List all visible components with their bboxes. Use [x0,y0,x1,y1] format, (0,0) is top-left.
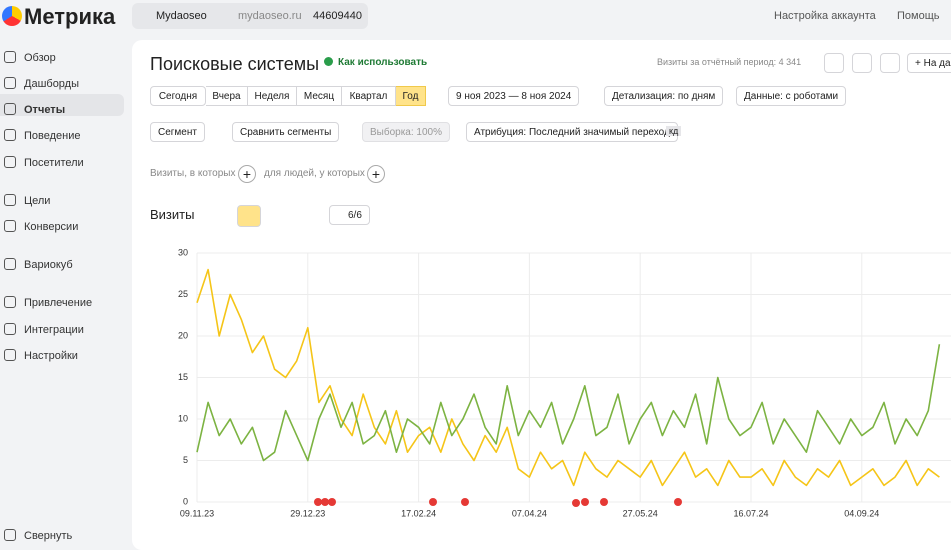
detail-select[interactable]: Детализация: по дням [604,86,724,106]
active-item-bg [0,94,124,116]
filter-people: для людей, у которых [264,168,365,179]
period-button[interactable]: Неделя [248,86,297,106]
period-button[interactable]: Месяц [297,86,342,106]
sidebar-item[interactable]: Обзор [24,52,56,64]
sidebar-icon [4,296,16,308]
sidebar-item[interactable]: Поведение [24,130,81,142]
x-tick-label: 27.05.24 [623,508,658,518]
sidebar-icon [4,156,16,168]
assistant-button[interactable] [880,53,900,73]
account-settings[interactable]: Настройка аккаунта [774,10,876,22]
sidebar-icon [4,194,16,206]
logo[interactable]: Метрика [24,4,116,29]
date-range[interactable]: 9 ноя 2023 — 8 ноя 2024 [448,86,580,106]
sidebar-item[interactable]: Цели [24,195,51,207]
chart-line-button[interactable] [237,205,261,227]
sidebar-item[interactable]: Посетители [24,157,84,169]
y-tick-label: 5 [183,455,188,465]
series-count[interactable]: 6/6 [329,205,370,225]
data-select[interactable]: Данные: с роботами [736,86,847,106]
y-tick-label: 15 [178,372,188,382]
period-button[interactable]: Вчера [206,86,248,106]
y-tick-label: 25 [178,289,188,299]
sidebar-icon [4,77,16,89]
filter-visits: Визиты, в которых [150,168,236,179]
help[interactable]: Помощь [897,10,940,22]
logo-icon [2,6,22,26]
site-name[interactable]: Mydaoseo [156,10,207,22]
sidebar-item[interactable]: Настройки [24,350,78,362]
x-tick-label: 04.09.24 [844,508,879,518]
sample-select: Выборка: 100% [362,122,450,142]
sidebar-item[interactable]: Привлечение [24,297,93,309]
sidebar-icon [4,129,16,141]
period-button[interactable]: Сегодня [150,86,206,106]
series-line [196,344,941,462]
how-icon [324,57,333,66]
visits-total: Визиты за отчётный период: 4 341 [657,57,802,67]
period-button[interactable]: Год [396,86,426,106]
add-filter[interactable]: + [367,165,385,183]
x-tick-label: 29.12.23 [290,508,325,518]
y-tick-label: 30 [178,247,188,257]
y-tick-label: 20 [178,330,188,340]
counter-switcher[interactable] [132,3,368,29]
segment-button[interactable]: Сегмент [150,122,205,142]
chart: 0 5 10 15 20 25 30 09.11.23 29.12.23 17.02.24 07.0… [178,247,951,518]
sidebar-icon [4,349,16,361]
y-tick-label: 0 [183,496,188,506]
x-tick-label: 09.11.23 [180,508,214,518]
compare-button[interactable]: Сравнить сегменты [232,122,340,142]
period-button[interactable]: Квартал [342,86,396,106]
add-dashboard[interactable]: + На да [907,53,951,73]
counter-id: 44609440 [313,10,362,22]
attribution-badge: кд [666,126,682,136]
sidebar-item[interactable]: Вариокуб [24,259,73,271]
sidebar-item[interactable]: Интеграции [24,324,84,336]
page: { "header": {"logo": "Метрика", "site": … [0,3,951,550]
sidebar-icon [4,220,16,232]
event-markers [314,498,682,507]
sidebar-item[interactable]: Дашборды [24,78,79,90]
sidebar-item[interactable]: Конверсии [24,221,79,233]
site-domain: mydaoseo.ru [238,10,302,22]
sidebar-icon [4,323,16,335]
report-title: Поисковые системы [150,54,320,74]
history-button[interactable] [824,53,844,73]
x-tick-label: 07.04.24 [512,508,547,518]
x-tick-label: 16.07.24 [733,508,768,518]
sidebar-icon [4,258,16,270]
export-button[interactable] [852,53,872,73]
series-line [196,268,940,487]
sidebar-icon [4,51,16,63]
add-filter[interactable]: + [238,165,256,183]
attribution-select[interactable]: Атрибуция: Последний значимый переход [466,122,678,142]
metric-name: Визиты [150,207,195,222]
sidebar-item[interactable]: Отчеты [24,104,66,116]
y-tick-label: 10 [178,413,188,423]
x-tick-label: 17.02.24 [401,508,436,518]
how-to-use[interactable]: Как использовать [338,57,428,68]
sidebar-icon [4,103,16,115]
